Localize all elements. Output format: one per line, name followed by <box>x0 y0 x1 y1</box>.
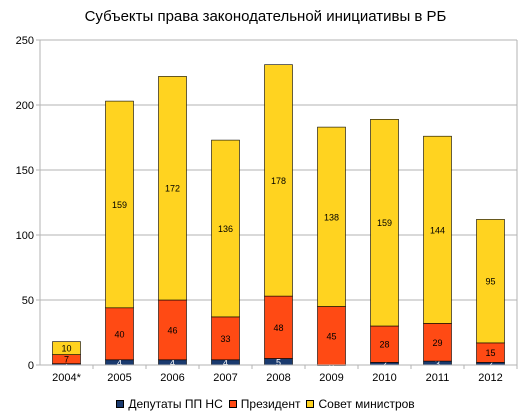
data-label: 144 <box>430 225 445 235</box>
bar-segment <box>211 316 240 361</box>
y-tick-label: 250 <box>16 35 34 47</box>
x-tick-label: 2008 <box>266 372 290 384</box>
bar-segment <box>105 307 134 361</box>
bar-segment <box>476 219 505 344</box>
bar-segment <box>211 139 240 318</box>
data-label: 45 <box>326 331 336 341</box>
x-tick-label: 2010 <box>372 372 396 384</box>
data-label: 48 <box>273 323 283 333</box>
y-tick-label: 50 <box>22 295 34 307</box>
x-tick-label: 2011 <box>426 372 450 384</box>
y-tick-label: 150 <box>16 165 34 177</box>
legend-swatch <box>306 400 315 408</box>
bar-segment <box>52 341 81 355</box>
data-label: 29 <box>432 338 442 348</box>
x-tick-label: 2004* <box>52 372 81 384</box>
data-label: 10 <box>61 344 71 354</box>
data-label: 33 <box>220 334 230 344</box>
bar-segment <box>317 126 346 307</box>
legend-item: Депутаты ПП НС <box>116 397 223 411</box>
y-tick-label: 100 <box>16 230 34 242</box>
data-label: 4 <box>117 358 122 368</box>
x-tick-label: 2006 <box>160 372 184 384</box>
bar-segment <box>370 119 399 327</box>
data-label: 4 <box>223 358 228 368</box>
bar-segment <box>423 135 452 324</box>
legend-swatch <box>116 400 125 408</box>
legend-label: Совет министров <box>318 397 415 411</box>
bar-segment <box>317 306 346 366</box>
x-tick-label: 2009 <box>319 372 343 384</box>
data-label: 159 <box>377 218 392 228</box>
data-label: 2 <box>488 359 493 369</box>
data-label: 15 <box>485 348 495 358</box>
legend: Депутаты ПП НС Президент Совет министров <box>0 397 531 411</box>
legend-label: Депутаты ПП НС <box>128 397 223 411</box>
data-label: 40 <box>114 329 124 339</box>
data-label: 46 <box>167 325 177 335</box>
legend-swatch <box>228 400 237 408</box>
data-label: 159 <box>112 200 127 210</box>
chart-title: Субъекты права законодательной инициатив… <box>84 8 447 25</box>
data-label: 172 <box>165 184 180 194</box>
data-label: 95 <box>485 277 495 287</box>
bar-segment <box>423 323 452 362</box>
x-tick-label: 2007 <box>213 372 237 384</box>
legend-label: Президент <box>240 397 301 411</box>
data-label: 7 <box>64 355 69 365</box>
data-label: 3 <box>435 359 440 369</box>
legend-item: Президент <box>228 397 301 411</box>
y-tick-label: 200 <box>16 100 34 112</box>
data-label: 4 <box>170 358 175 368</box>
bar-segment <box>105 100 134 309</box>
legend-item: Совет министров <box>306 397 415 411</box>
data-label: 2 <box>382 359 387 369</box>
data-label: 28 <box>379 340 389 350</box>
data-label: 178 <box>271 176 286 186</box>
y-tick-label: 0 <box>28 360 34 372</box>
x-tick-label: 2012 <box>478 372 502 384</box>
data-label: 138 <box>324 212 339 222</box>
data-label: 5 <box>276 357 281 367</box>
x-tick-label: 2005 <box>107 372 131 384</box>
bar-segment <box>264 64 293 297</box>
bar-segment <box>158 76 187 301</box>
data-label: 136 <box>218 224 233 234</box>
